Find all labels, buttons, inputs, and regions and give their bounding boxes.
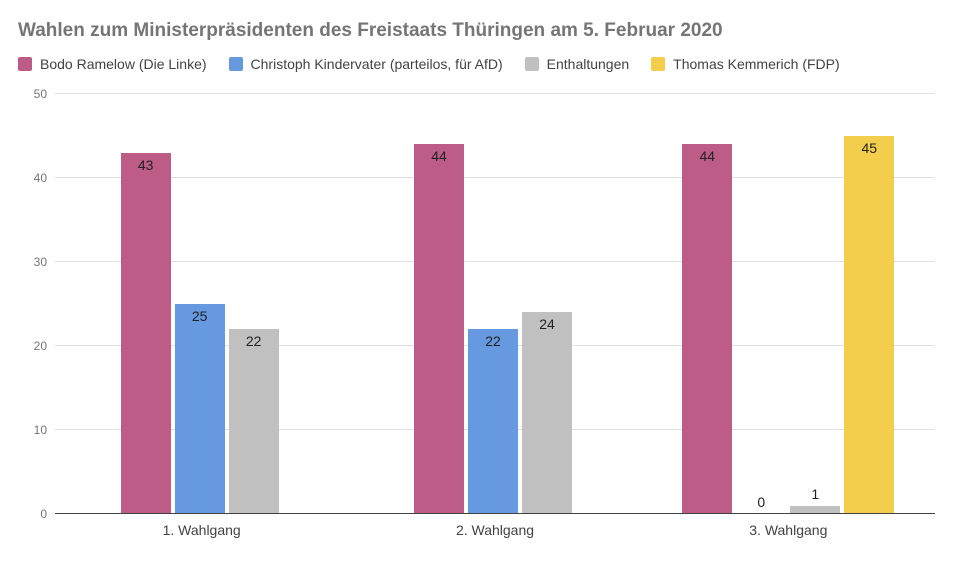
y-tick-label: 0 (40, 507, 55, 521)
category-group: 4325221. Wahlgang (55, 94, 348, 514)
legend-item: Thomas Kemmerich (FDP) (651, 56, 839, 72)
y-tick-label: 40 (34, 171, 55, 185)
bar-value-label: 44 (431, 148, 447, 164)
legend: Bodo Ramelow (Die Linke) Christoph Kinder… (18, 56, 840, 72)
bar-value-label: 22 (246, 333, 262, 349)
bar: 24 (522, 312, 572, 514)
y-tick-label: 10 (34, 423, 55, 437)
bar-value-label: 44 (700, 148, 716, 164)
bar: 44 (682, 144, 732, 514)
bar: 22 (468, 329, 518, 514)
y-tick-label: 50 (34, 87, 55, 101)
legend-swatch (525, 57, 539, 71)
bars-row: 44 0 1 45 (642, 94, 935, 514)
bar-value-label: 45 (862, 140, 878, 156)
legend-label: Thomas Kemmerich (FDP) (673, 56, 839, 72)
legend-label: Enthaltungen (547, 56, 630, 72)
category-group: 4422242. Wahlgang (348, 94, 641, 514)
bar: 44 (414, 144, 464, 514)
plot-area: 01020304050 4325221. Wahlgang4422242. Wa… (55, 94, 935, 514)
y-tick-label: 30 (34, 255, 55, 269)
bar-groups: 4325221. Wahlgang4422242. Wahlgang440145… (55, 94, 935, 514)
bar-value-label: 25 (192, 308, 208, 324)
bar: 43 (121, 153, 171, 514)
bar-value-label: 0 (757, 494, 765, 514)
legend-item: Enthaltungen (525, 56, 630, 72)
bar: 45 (844, 136, 894, 514)
chart-title: Wahlen zum Ministerpräsidenten des Freis… (18, 20, 723, 42)
x-axis-line (55, 513, 935, 514)
bar-value-label: 43 (138, 157, 154, 173)
x-category-label: 2. Wahlgang (456, 514, 534, 538)
legend-label: Christoph Kindervater (parteilos, für Af… (251, 56, 503, 72)
bar-value-label: 24 (539, 316, 555, 332)
legend-label: Bodo Ramelow (Die Linke) (40, 56, 207, 72)
bars-row: 44 22 24 (348, 94, 641, 514)
x-category-label: 3. Wahlgang (749, 514, 827, 538)
bar: 25 (175, 304, 225, 514)
x-category-label: 1. Wahlgang (163, 514, 241, 538)
legend-swatch (651, 57, 665, 71)
legend-item: Christoph Kindervater (parteilos, für Af… (229, 56, 503, 72)
bars-row: 43 25 22 (55, 94, 348, 514)
bar: 22 (229, 329, 279, 514)
bar-value-label: 22 (485, 333, 501, 349)
legend-swatch (18, 57, 32, 71)
y-tick-label: 20 (34, 339, 55, 353)
category-group: 4401453. Wahlgang (642, 94, 935, 514)
legend-item: Bodo Ramelow (Die Linke) (18, 56, 207, 72)
bar-value-label: 1 (811, 486, 819, 506)
legend-swatch (229, 57, 243, 71)
